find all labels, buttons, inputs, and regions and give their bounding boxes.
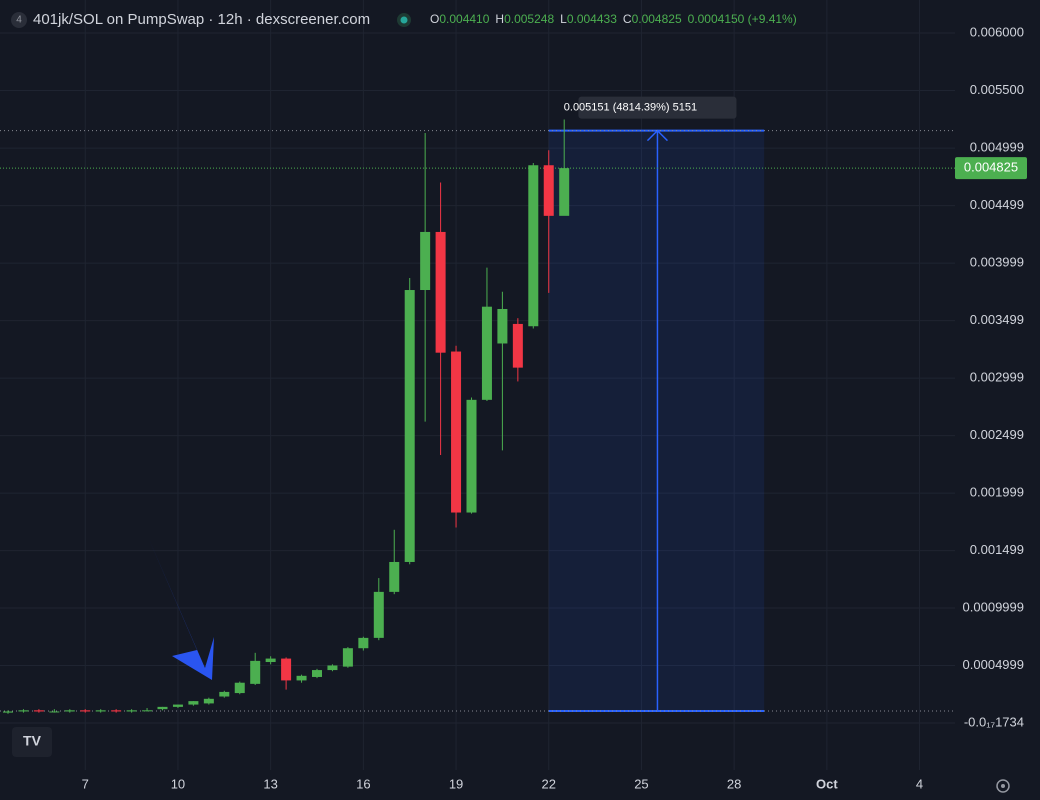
candle-body <box>265 658 276 663</box>
y-tick-label: 0.0004999 <box>963 657 1024 672</box>
candle-body <box>512 323 523 368</box>
legend-text: O <box>430 12 439 26</box>
x-tick-label: 16 <box>356 776 370 791</box>
legend-text: 0.004433 <box>567 12 617 26</box>
symbol-badge: 4 <box>16 15 22 26</box>
candle-body <box>111 710 122 712</box>
y-tick-label: 0.003499 <box>970 312 1024 327</box>
y-tick-label: 0.003999 <box>970 255 1024 270</box>
measure-label: 0.005151 (4814.39%) 5151 <box>564 102 697 114</box>
candle-body <box>80 710 91 712</box>
y-tick-label: -0.0₁₇1734 <box>964 714 1024 729</box>
candle-body <box>543 165 554 216</box>
candle-body <box>312 670 322 677</box>
candle-body <box>296 675 307 681</box>
legend-text: L <box>560 12 567 26</box>
x-tick-label: 28 <box>727 776 741 791</box>
candle-body <box>203 698 214 704</box>
candle-body <box>528 165 539 327</box>
measure-label-bg <box>578 96 737 119</box>
x-tick-label: 22 <box>542 776 556 791</box>
candle-body <box>18 710 29 712</box>
settings-icon-center <box>1001 784 1005 788</box>
y-tick-label: 0.005500 <box>970 82 1024 97</box>
candle-body <box>33 710 44 712</box>
candle-body <box>126 710 137 712</box>
measure-arrowhead <box>646 129 668 142</box>
candle-body <box>497 308 508 344</box>
x-tick-label: 13 <box>263 776 277 791</box>
x-tick-label: 19 <box>449 776 463 791</box>
legend-text: 0.004410 <box>439 12 489 26</box>
status-dot <box>400 16 408 24</box>
last-price-label: 0.004825 <box>964 160 1018 175</box>
candle-body <box>420 231 431 291</box>
y-tick-label: 0.004499 <box>970 197 1024 212</box>
y-tick-label: 0.004999 <box>970 140 1024 155</box>
legend-text: 0.005248 <box>504 12 554 26</box>
candle-body <box>157 706 168 710</box>
candle-body <box>466 399 477 513</box>
chart-title: 401jk/SOL on PumpSwap · 12h · dexscreene… <box>33 11 370 28</box>
logo-bg <box>12 727 52 757</box>
ohlc-legend: O0.004410 H0.005248 L0.004433 C0.004825 0.00… <box>430 12 797 26</box>
x-tick-label: 4 <box>916 776 923 791</box>
candle-body <box>188 701 199 705</box>
y-tick-label: 0.001499 <box>970 542 1024 557</box>
x-tick-label: 25 <box>634 776 648 791</box>
last-price-tag <box>955 157 1027 180</box>
candle-body <box>281 658 292 681</box>
y-tick-label: 0.006000 <box>970 24 1024 39</box>
candle-body <box>142 710 153 712</box>
candle-body <box>219 691 230 697</box>
legend-text: 0.004825 <box>632 12 682 26</box>
candle-body <box>451 351 462 513</box>
y-tick-label: 0.002999 <box>970 370 1024 385</box>
legend-text: H <box>495 12 504 26</box>
candle-body <box>481 306 492 400</box>
annotation-arrow <box>148 537 214 680</box>
candle-body <box>373 591 384 638</box>
x-tick-label: 7 <box>82 776 89 791</box>
candle-body <box>49 711 60 713</box>
y-tick-label: 0.0009999 <box>963 599 1024 614</box>
symbol-icon <box>11 12 27 28</box>
candle-body <box>327 665 338 671</box>
candle-body <box>389 561 400 592</box>
candle-body <box>3 711 13 713</box>
measure-box <box>548 130 765 712</box>
candle-body <box>358 637 369 649</box>
x-tick-label: Oct <box>816 776 838 791</box>
y-tick-label: 0.002499 <box>970 427 1024 442</box>
candle-body <box>172 704 183 707</box>
candle-body <box>342 648 353 667</box>
candle-body <box>435 231 446 353</box>
legend-text: 0.0004150 (+9.41%) <box>688 12 797 26</box>
legend-text: C <box>623 12 632 26</box>
candle-body <box>95 710 106 712</box>
candle-body <box>64 710 75 712</box>
candle-body <box>250 660 261 684</box>
y-tick-label: 0.001999 <box>970 485 1024 500</box>
x-tick-label: 10 <box>171 776 185 791</box>
candle-body <box>234 682 245 694</box>
logo: TV <box>23 733 42 749</box>
settings-icon[interactable] <box>996 779 1010 793</box>
candle-body <box>559 168 570 216</box>
candle-body <box>404 290 415 562</box>
